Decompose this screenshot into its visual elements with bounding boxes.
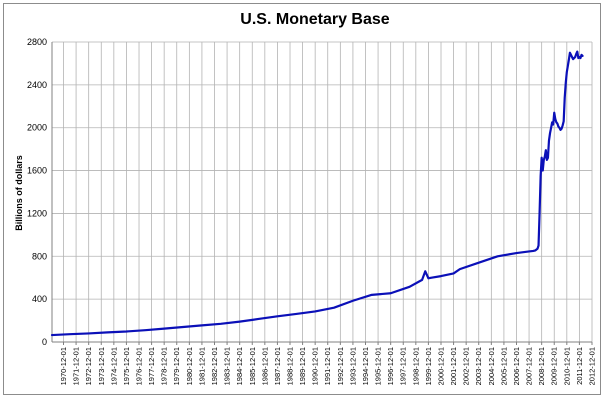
x-tick-label: 1976-12-01 (135, 347, 144, 385)
x-tick-label: 1995-12-01 (374, 347, 383, 385)
x-tick-label: 1970-12-01 (59, 347, 68, 385)
y-tick-label: 2800 (27, 37, 47, 47)
x-tick-label: 1985-12-01 (248, 347, 257, 385)
x-tick-label: 1984-12-01 (235, 347, 244, 385)
x-tick-label: 1986-12-01 (260, 347, 269, 385)
y-tick-label: 800 (32, 251, 47, 261)
y-axis-label: Billions of dollars (14, 155, 24, 231)
x-tick-label: 2011-12-01 (575, 347, 584, 385)
y-tick-label: 2000 (27, 123, 47, 133)
x-tick-label: 1973-12-01 (97, 347, 106, 385)
y-tick-label: 1600 (27, 166, 47, 176)
x-tick-label: 1974-12-01 (109, 347, 118, 385)
x-tick-label: 1979-12-01 (172, 347, 181, 385)
x-tick-label: 1980-12-01 (185, 347, 194, 385)
x-tick-label: 2001-12-01 (449, 347, 458, 385)
x-tick-label: 2004-12-01 (487, 347, 496, 385)
x-tick-label: 1996-12-01 (386, 347, 395, 385)
x-tick-label: 1975-12-01 (122, 347, 131, 385)
series-line (50, 50, 584, 337)
x-tick-label: 2009-12-01 (550, 347, 559, 385)
x-tick-label: 1989-12-01 (298, 347, 307, 385)
x-tick-label: 1998-12-01 (411, 347, 420, 385)
x-tick-label: 1972-12-01 (84, 347, 93, 385)
axes (51, 42, 593, 345)
y-tick-label: 2400 (27, 80, 47, 90)
x-tick-label: 1983-12-01 (223, 347, 232, 385)
x-tick-label: 1982-12-01 (210, 347, 219, 385)
x-tick-label: 2002-12-01 (462, 347, 471, 385)
x-tick-label: 1978-12-01 (160, 347, 169, 385)
x-tick-label: 1992-12-01 (336, 347, 345, 385)
x-tick-label: 1988-12-01 (286, 347, 295, 385)
y-tick-label: 0 (42, 337, 47, 347)
x-tick-labels: 1970-12-01 1971-12-01 1972-12-01 1973-12-01… (59, 347, 596, 385)
x-tick-label: 1977-12-01 (147, 347, 156, 385)
x-tick-label: 1994-12-01 (361, 347, 370, 385)
series-layer (50, 50, 584, 337)
y-tick-label: 400 (32, 294, 47, 304)
x-tick-label: 1990-12-01 (311, 347, 320, 385)
x-tick-label: 1987-12-01 (273, 347, 282, 385)
x-tick-label: 1999-12-01 (424, 347, 433, 385)
x-tick-label: 1997-12-01 (399, 347, 408, 385)
grid (52, 41, 593, 343)
chart-title: U.S. Monetary Base (240, 11, 389, 28)
chart-frame (3, 3, 601, 395)
x-tick-label: 2012-12-01 (588, 347, 597, 385)
x-tick-label: 2008-12-01 (537, 347, 546, 385)
y-tick-labels: 0 400 800 1200 1600 2000 2400 2800 (27, 37, 47, 347)
y-tick-label: 1200 (27, 208, 47, 218)
x-tick-label: 2005-12-01 (499, 347, 508, 385)
x-tick-label: 1993-12-01 (348, 347, 357, 385)
x-tick-label: 1971-12-01 (72, 347, 81, 385)
x-tick-label: 2010-12-01 (562, 347, 571, 385)
x-tick-label: 2000-12-01 (437, 347, 446, 385)
x-tick-label: 1991-12-01 (323, 347, 332, 385)
x-tick-label: 1981-12-01 (197, 347, 206, 385)
x-tick-label: 2003-12-01 (474, 347, 483, 385)
x-tick-label: 2006-12-01 (512, 347, 521, 385)
x-tick-label: 2007-12-01 (525, 347, 534, 385)
